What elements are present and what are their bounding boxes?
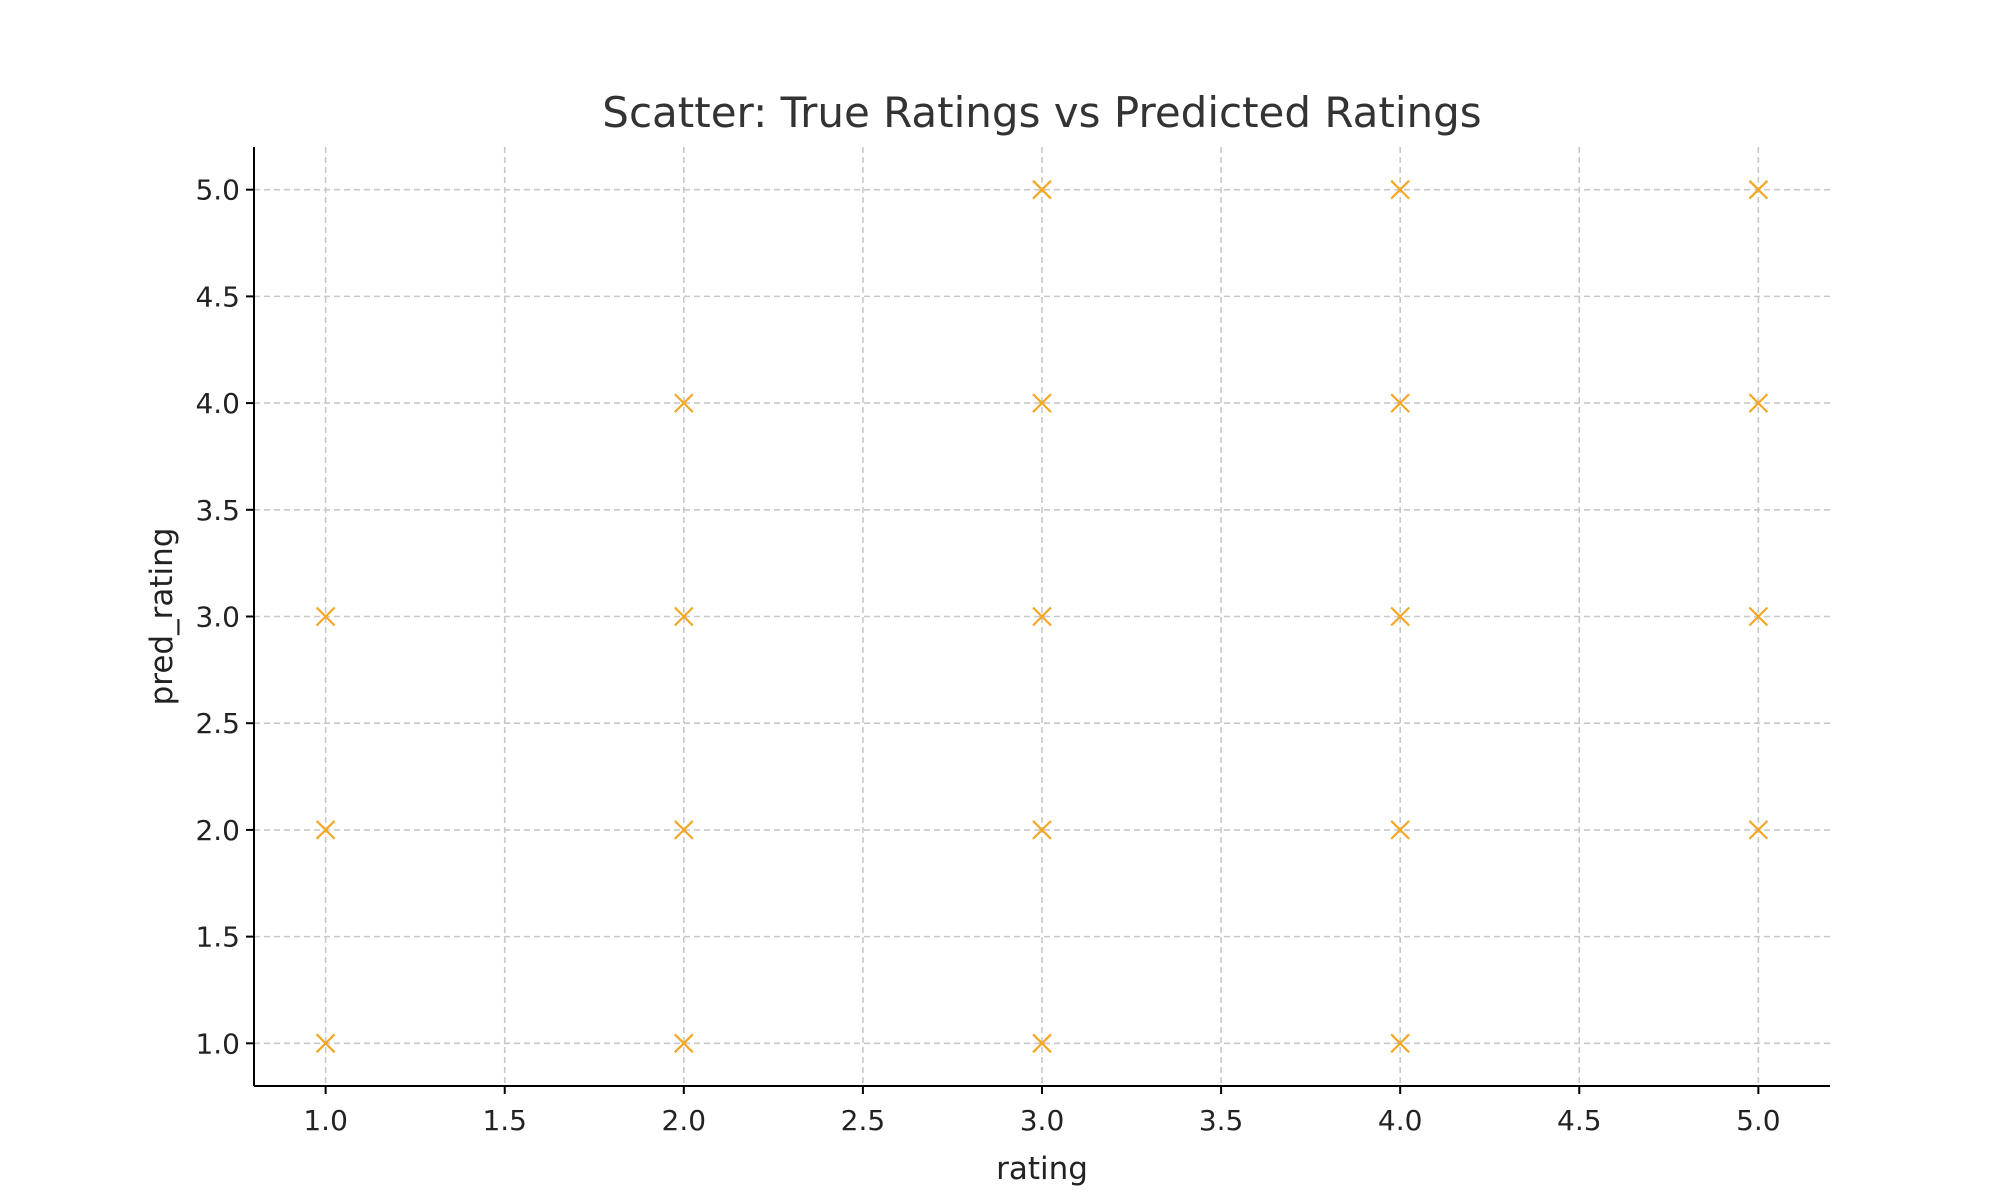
x-tick-label: 5.0 — [1736, 1104, 1781, 1137]
data-points — [315, 179, 1769, 1054]
y-tick-label: 3.0 — [195, 601, 240, 634]
x-tick-label: 3.0 — [1020, 1104, 1065, 1137]
x-axis-label: rating — [996, 1151, 1088, 1187]
data-point — [1748, 606, 1769, 627]
grid — [254, 147, 1830, 1086]
y-tick-label: 2.5 — [195, 707, 240, 740]
y-tick-label: 4.5 — [195, 280, 240, 313]
data-point — [674, 820, 694, 840]
data-point — [1390, 1033, 1410, 1054]
data-point — [1748, 820, 1769, 840]
y-tick-label: 3.5 — [195, 494, 240, 527]
data-point — [674, 1033, 694, 1054]
x-tick-label: 1.0 — [303, 1104, 348, 1137]
y-axis-label: pred_rating — [144, 528, 180, 706]
y-tick-label: 4.0 — [195, 387, 240, 420]
data-point — [1032, 820, 1052, 840]
x-tick-label: 2.0 — [662, 1104, 707, 1137]
y-tick-label: 1.5 — [195, 921, 240, 954]
x-tick-label: 4.0 — [1378, 1104, 1423, 1137]
data-point — [1032, 179, 1052, 200]
x-tick-label: 3.5 — [1199, 1104, 1244, 1137]
data-point — [674, 606, 694, 627]
data-point — [1390, 393, 1410, 413]
chart-title: Scatter: True Ratings vs Predicted Ratin… — [602, 88, 1481, 137]
data-point — [674, 393, 694, 413]
y-tick-label: 2.0 — [195, 814, 240, 847]
data-point — [315, 606, 336, 627]
data-point — [1032, 1033, 1052, 1054]
data-point — [1032, 393, 1052, 413]
data-point — [315, 1033, 336, 1054]
y-tick-label: 5.0 — [195, 174, 240, 207]
y-tick-label: 1.0 — [195, 1027, 240, 1060]
labels: Scatter: True Ratings vs Predicted Ratin… — [144, 88, 1482, 1187]
data-point — [1390, 606, 1410, 627]
data-point — [1748, 393, 1769, 413]
data-point — [1390, 820, 1410, 840]
data-point — [315, 820, 336, 840]
axes: 1.0 1.5 2.0 2.5 3.0 3.5 4.0 4.5 5.0 1.0 1.5 2.0 2.5 3… — [195, 147, 1830, 1137]
x-tick-label: 4.5 — [1557, 1104, 1602, 1137]
x-tick-label: 2.5 — [841, 1104, 886, 1137]
data-point — [1748, 179, 1769, 200]
data-point — [1390, 179, 1410, 200]
data-point — [1032, 606, 1052, 627]
x-tick-label: 1.5 — [482, 1104, 527, 1137]
